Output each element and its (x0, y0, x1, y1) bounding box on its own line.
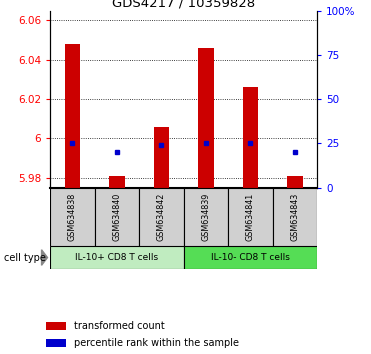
Text: GSM634838: GSM634838 (68, 193, 77, 241)
Text: GSM634843: GSM634843 (290, 193, 299, 241)
Bar (139, 188, 184, 246)
Bar (154, 127, 169, 188)
Bar (109, 176, 125, 188)
Bar (184, 188, 228, 246)
Text: GSM634841: GSM634841 (246, 193, 255, 241)
Text: IL-10- CD8 T cells: IL-10- CD8 T cells (211, 253, 290, 262)
Text: transformed count: transformed count (75, 321, 165, 331)
Text: IL-10+ CD8 T cells: IL-10+ CD8 T cells (75, 253, 158, 262)
Text: GSM634840: GSM634840 (112, 193, 121, 241)
Bar (198, 48, 214, 188)
Bar (273, 188, 317, 246)
Bar (46, 339, 66, 347)
Bar (228, 188, 273, 246)
Bar (46, 322, 66, 330)
Bar (50, 246, 184, 269)
Text: GSM634839: GSM634839 (201, 193, 210, 241)
Bar (184, 246, 317, 269)
Bar (243, 87, 258, 188)
Text: percentile rank within the sample: percentile rank within the sample (75, 338, 239, 348)
Title: GDS4217 / 10359828: GDS4217 / 10359828 (112, 0, 255, 10)
Text: cell type: cell type (4, 252, 46, 263)
Bar (95, 188, 139, 246)
Bar (287, 176, 303, 188)
Text: GSM634842: GSM634842 (157, 193, 166, 241)
Bar (65, 44, 80, 188)
Bar (50, 188, 95, 246)
Polygon shape (42, 250, 47, 266)
